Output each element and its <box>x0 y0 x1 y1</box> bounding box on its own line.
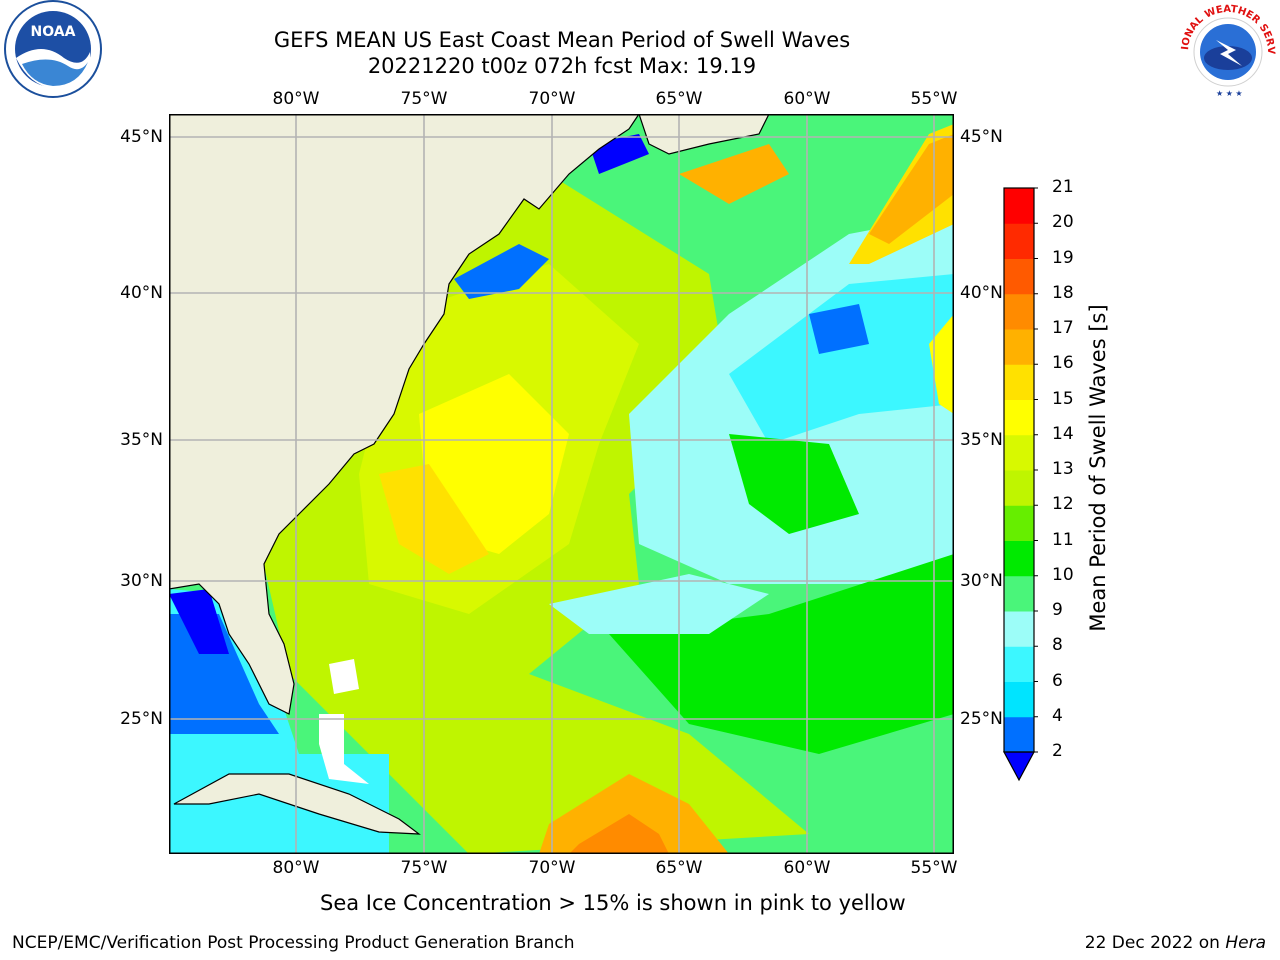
lat-label-right-0: 45°N <box>960 127 1003 147</box>
colorbar-segment <box>1004 646 1034 682</box>
swell-band-4s-coast <box>454 244 549 299</box>
lon-label-bottom-4: 60°W <box>783 858 831 878</box>
colorbar-segment <box>1004 188 1034 224</box>
lon-label-bottom-1: 75°W <box>400 858 448 878</box>
colorbar-label: 20 <box>1052 212 1074 233</box>
swell-band-18s-south <box>569 814 669 854</box>
swell-band-15s-east <box>929 314 954 414</box>
colorbar-title: Mean Period of Swell Waves [s] <box>1086 304 1110 632</box>
bahamas-bank-north <box>329 659 359 694</box>
swell-band-17s-south <box>539 774 729 854</box>
lat-label-left-1: 40°N <box>120 283 163 303</box>
svg-text:★ ★ ★: ★ ★ ★ <box>1216 89 1243 98</box>
lon-label-bottom-3: 65°W <box>655 858 703 878</box>
colorbar-label: 16 <box>1052 353 1074 374</box>
colorbar-segment <box>1004 470 1034 506</box>
colorbar-label: 6 <box>1052 670 1063 691</box>
swell-band-9s-south <box>549 574 769 634</box>
colorbar <box>1002 187 1038 782</box>
lon-label-top-0: 80°W <box>272 89 320 109</box>
lon-label-bottom-5: 55°W <box>910 858 958 878</box>
swell-period-map <box>169 114 954 854</box>
lat-label-right-1: 40°N <box>960 283 1003 303</box>
noaa-logo: NOAA <box>2 0 104 100</box>
colorbar-label: 4 <box>1052 705 1063 726</box>
lon-label-top-5: 55°W <box>910 89 958 109</box>
colorbar-label: 10 <box>1052 564 1074 585</box>
swell-band-16s-north <box>679 144 789 204</box>
colorbar-label: 2 <box>1052 741 1063 761</box>
lon-label-top-1: 75°W <box>400 89 448 109</box>
gulf-band-2s <box>169 589 229 654</box>
colorbar-segment <box>1004 329 1034 365</box>
lat-label-right-4: 25°N <box>960 709 1003 729</box>
lon-label-top-4: 60°W <box>783 89 831 109</box>
lat-label-left-0: 45°N <box>120 127 163 147</box>
colorbar-label: 12 <box>1052 494 1074 515</box>
colorbar-segment <box>1004 611 1034 647</box>
lat-label-right-2: 35°N <box>960 430 1003 450</box>
lat-label-left-4: 25°N <box>120 709 163 729</box>
colorbar-segment <box>1004 681 1034 718</box>
colorbar-segment <box>1004 399 1034 436</box>
colorbar-segment <box>1004 364 1034 400</box>
colorbar-label: 11 <box>1052 529 1074 550</box>
land-north-america <box>169 114 640 715</box>
nws-logo: NATIONAL WEATHER SERVICE ★ ★ ★ <box>1172 0 1280 100</box>
footer-date: 22 Dec 2022 on Hera <box>1085 933 1266 953</box>
land-maritimes <box>638 114 770 155</box>
lat-label-left-3: 30°N <box>120 571 163 591</box>
lon-label-bottom-0: 80°W <box>272 858 320 878</box>
swell-band-16s <box>379 464 489 574</box>
bahamas-bank <box>319 714 369 784</box>
colorbar-label: 14 <box>1052 423 1074 444</box>
colorbar-label: 19 <box>1052 247 1074 268</box>
colorbar-segment <box>1004 505 1034 541</box>
colorbar-label: 15 <box>1052 388 1074 409</box>
map-grid <box>169 114 954 854</box>
footer-date-text: 22 Dec 2022 on <box>1084 933 1226 953</box>
colorbar-under-triangle <box>1002 751 1036 782</box>
lon-label-top-2: 70°W <box>528 89 576 109</box>
colorbar-segment <box>1004 575 1034 612</box>
footer-host: Hera <box>1225 933 1266 953</box>
colorbar-segment <box>1004 223 1034 259</box>
colorbar-label: 17 <box>1052 318 1074 338</box>
sea-ice-note: Sea Ice Concentration > 15% is shown in … <box>320 891 906 915</box>
colorbar-segment <box>1004 434 1034 471</box>
swell-band-10s-east <box>729 434 859 534</box>
swell-band-6s-east <box>809 304 869 354</box>
colorbar-label: 21 <box>1052 177 1074 197</box>
lon-label-bottom-2: 70°W <box>528 858 576 878</box>
swell-band-8s-east <box>729 274 954 444</box>
colorbar-segment <box>1004 716 1034 753</box>
colorbar-label: 18 <box>1052 282 1074 303</box>
map-subtitle: 20221220 t00z 072h fcst Max: 19.19 <box>367 54 757 78</box>
map-title: GEFS MEAN US East Coast Mean Period of S… <box>273 28 851 52</box>
lon-label-top-3: 65°W <box>655 89 703 109</box>
colorbar-segment <box>1004 293 1034 330</box>
colorbar-label: 13 <box>1052 459 1074 479</box>
noaa-logo-text: NOAA <box>31 24 76 40</box>
swell-band-17s-ne <box>869 134 954 244</box>
colorbar-label: 9 <box>1052 600 1063 620</box>
lat-label-right-3: 30°N <box>960 571 1003 591</box>
colorbar-segment <box>1004 258 1034 295</box>
colorbar-label: 8 <box>1052 635 1063 656</box>
map-frame <box>169 114 954 854</box>
colorbar-segment <box>1004 540 1034 577</box>
footer-credit: NCEP/EMC/Verification Post Processing Pr… <box>12 933 575 953</box>
lat-label-left-2: 35°N <box>120 430 163 450</box>
swell-band-11s-south <box>609 554 954 754</box>
